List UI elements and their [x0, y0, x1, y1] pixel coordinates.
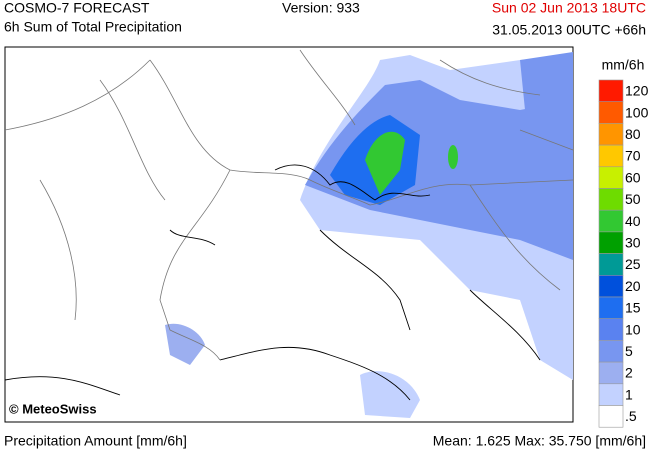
precip-cell	[448, 145, 458, 169]
legend-unit: mm/6h	[602, 57, 645, 73]
legend-label: .5	[625, 408, 637, 424]
legend-label: 30	[625, 234, 641, 250]
legend-swatch	[598, 188, 624, 211]
precip-ne	[520, 52, 573, 120]
legend-label: 120	[625, 83, 649, 99]
precip-s	[360, 371, 420, 418]
legend-swatch	[598, 274, 624, 298]
footer-left: Precipitation Amount [mm/6h]	[4, 433, 187, 449]
legend-swatch	[598, 253, 624, 276]
precip-sw	[165, 323, 205, 365]
map: © MeteoSwiss	[4, 46, 574, 423]
legend-swatch	[598, 383, 624, 406]
subtitle: 6h Sum of Total Precipitation	[4, 19, 182, 35]
legend-label: 50	[625, 191, 641, 207]
legend-label: 1	[625, 386, 633, 402]
version: Version: 933	[282, 0, 360, 16]
legend-label: 10	[625, 321, 641, 337]
legend-swatch	[598, 361, 624, 385]
legend-swatch	[598, 340, 624, 363]
legend-label: 100	[625, 104, 649, 120]
legend-swatch	[598, 405, 624, 428]
legend-swatch	[598, 79, 624, 103]
copyright: © MeteoSwiss	[9, 401, 97, 416]
legend-label: 2	[625, 365, 633, 381]
legend-label: 60	[625, 169, 641, 185]
run-time: 31.05.2013 00UTC +66h	[492, 22, 646, 38]
legend-label: 25	[625, 256, 641, 272]
legend: mm/6h 120 100 80 70 60 50 40 30 25 20 15 10 5 2 1 .5	[598, 57, 649, 428]
legend-swatch	[598, 209, 624, 233]
borders	[4, 49, 574, 401]
legend-swatch	[598, 318, 624, 341]
legend-label: 15	[625, 300, 641, 316]
legend-swatch	[598, 101, 624, 124]
legend-label: 5	[625, 343, 633, 359]
precip-max	[365, 131, 405, 195]
legend-label: 80	[625, 126, 641, 142]
legend-label: 70	[625, 148, 641, 164]
legend-swatch	[598, 166, 624, 189]
legend-swatch	[598, 296, 624, 320]
precipitation	[165, 52, 573, 418]
title: COSMO-7 FORECAST	[4, 0, 150, 16]
legend-label: 40	[625, 213, 641, 229]
legend-label: 20	[625, 278, 641, 294]
legend-swatch	[598, 231, 624, 254]
footer-right: Mean: 1.625 Max: 35.750 [mm/6h]	[433, 433, 646, 449]
valid-time: Sun 02 Jun 2013 18UTC	[492, 0, 646, 16]
legend-swatch	[598, 123, 624, 146]
legend-swatch	[598, 144, 624, 168]
